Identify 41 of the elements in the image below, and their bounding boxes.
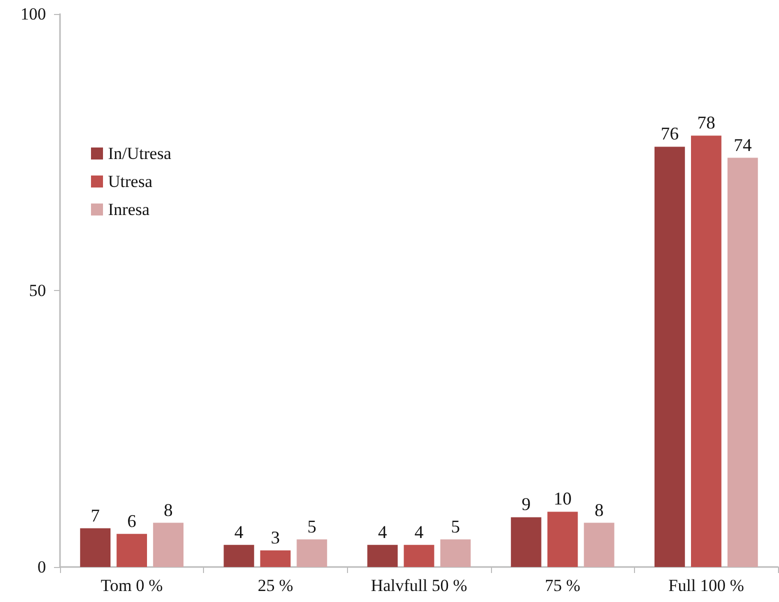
data-label: 5 bbox=[307, 516, 316, 536]
bar bbox=[404, 544, 434, 567]
bar bbox=[727, 158, 758, 567]
bar bbox=[654, 146, 685, 567]
bar bbox=[296, 539, 328, 567]
data-label: 10 bbox=[554, 488, 572, 509]
bar bbox=[510, 517, 542, 567]
data-label: 74 bbox=[734, 134, 752, 155]
bar bbox=[547, 512, 578, 567]
data-label: 3 bbox=[270, 527, 280, 548]
x-tick-label: Tom 0 % bbox=[100, 576, 163, 595]
data-label: 9 bbox=[522, 494, 531, 514]
data-label: 8 bbox=[164, 500, 173, 520]
x-tick-label: 75 % bbox=[544, 576, 580, 595]
data-label: 4 bbox=[378, 522, 388, 542]
data-label: 7 bbox=[90, 505, 100, 526]
legend-label: Inresa bbox=[108, 200, 150, 219]
data-label: 78 bbox=[697, 112, 716, 133]
y-tick-label: 100 bbox=[20, 4, 46, 24]
x-tick-label: Halvfull 50 % bbox=[370, 576, 468, 595]
bar bbox=[440, 539, 471, 567]
bar bbox=[116, 534, 148, 567]
x-tick-label: 25 % bbox=[258, 576, 294, 595]
legend-label: Utresa bbox=[108, 172, 153, 191]
legend-label: In/Utresa bbox=[108, 144, 172, 163]
data-label: 5 bbox=[450, 516, 460, 536]
bar bbox=[260, 550, 291, 567]
data-label: 4 bbox=[414, 522, 424, 542]
bar bbox=[584, 522, 614, 567]
bar bbox=[80, 528, 111, 567]
y-tick-label: 50 bbox=[29, 281, 46, 300]
bar bbox=[153, 522, 184, 567]
x-tick-label: Full 100 % bbox=[668, 576, 744, 595]
bar bbox=[690, 136, 722, 567]
data-label: 76 bbox=[660, 124, 679, 144]
bar bbox=[367, 544, 398, 567]
data-label: 8 bbox=[594, 500, 604, 520]
y-tick-label: 0 bbox=[38, 558, 46, 576]
bar bbox=[224, 544, 254, 567]
data-label: 4 bbox=[234, 522, 244, 542]
data-label: 6 bbox=[127, 510, 136, 531]
